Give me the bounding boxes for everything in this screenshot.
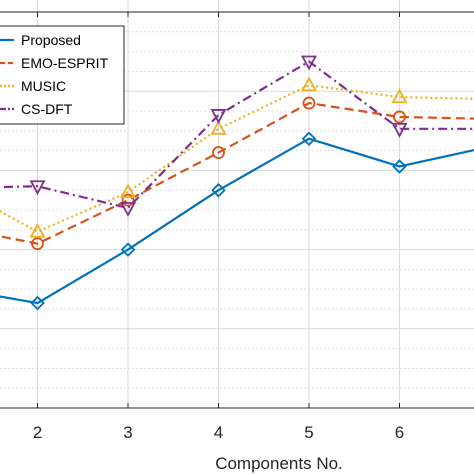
legend-label: MUSIC (21, 78, 66, 94)
series-line (0, 101, 474, 245)
series-line (0, 137, 474, 305)
data-point-marker (120, 242, 136, 257)
data-point-marker (393, 110, 406, 124)
series-line (0, 60, 474, 210)
data-point-marker (302, 96, 316, 110)
x-tick-label: 4 (214, 423, 223, 442)
x-tick-label: 5 (304, 423, 313, 442)
data-point-marker (300, 76, 318, 92)
data-point-marker (210, 119, 227, 135)
legend-label: EMO-ESPRIT (21, 55, 109, 71)
data-point-marker (119, 183, 137, 199)
minor-grid (0, 31, 474, 389)
legend-box (0, 25, 125, 125)
data-point-marker (301, 131, 317, 146)
series-emo-esprit (0, 96, 474, 251)
data-point-marker (29, 222, 46, 238)
data-point-marker (391, 88, 408, 104)
legend-label: Proposed (21, 32, 81, 48)
data-point-marker (31, 237, 44, 251)
x-tick-labels: 2 3 4 5 6 (33, 423, 404, 442)
data-point-marker (121, 193, 135, 207)
x-tick-label: 2 (33, 423, 42, 442)
legend: Proposed EMO-ESPRIT MUSIC CS-DFT (0, 25, 125, 125)
x-tick-label: 6 (395, 423, 404, 442)
data-point-marker (391, 122, 408, 138)
axes-layer (0, 11, 474, 409)
data-point-marker (29, 180, 46, 196)
data-point-marker (30, 295, 45, 311)
series-proposed (0, 131, 474, 311)
data-point-marker (212, 146, 225, 159)
data-point-marker (392, 159, 407, 174)
series-cs-dft (0, 55, 474, 217)
data-point-marker (119, 202, 137, 217)
data-point-marker (210, 109, 227, 124)
x-axis-title: Components No. (215, 454, 343, 473)
series-layer (0, 55, 474, 311)
data-point-marker (211, 182, 226, 198)
data-point-marker (300, 55, 318, 71)
series-music (0, 76, 474, 238)
legend-label: CS-DFT (21, 101, 73, 117)
x-tick-label: 3 (123, 423, 132, 442)
